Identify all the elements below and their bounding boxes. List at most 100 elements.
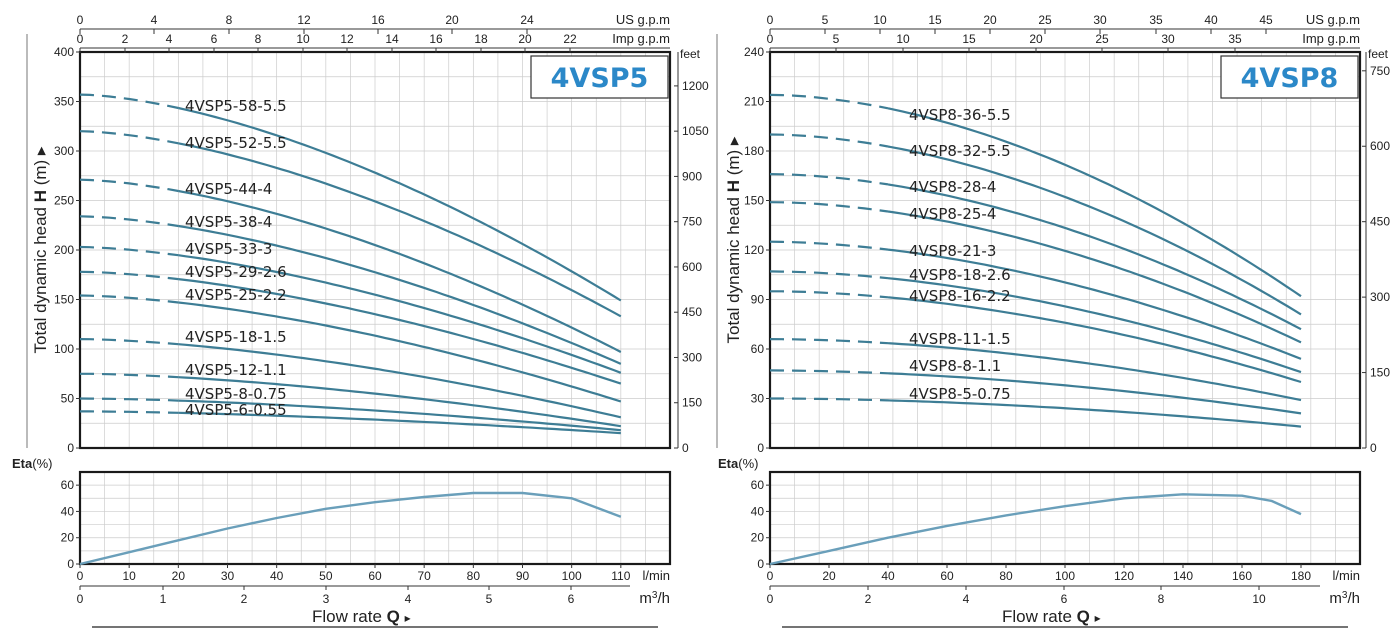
eta-tick-label: 60 [61,478,75,492]
curve-label-4VSP8-16-2.2: 4VSP8-16-2.2 [909,287,1011,305]
us-tick-label: 45 [1259,13,1273,27]
curve-4VSP5-58-5.5 [178,106,622,302]
curve-label-4VSP5-12-1.1: 4VSP5-12-1.1 [185,361,287,379]
curve-dashed-4VSP8-25-4 [769,201,889,213]
series-4VSP8-11-1.5: 4VSP8-11-1.5 [769,330,1302,402]
series-4VSP8-16-2.2: 4VSP8-16-2.2 [770,287,1302,384]
imp-tick-label: 15 [962,32,976,46]
us-tick-label: 35 [1149,13,1163,27]
y-tick-label: 120 [744,243,764,257]
us-tick-label: 12 [297,13,311,27]
feet-unit-label: feet [1368,47,1389,61]
series-4VSP5-44-4: 4VSP5-44-4 [79,178,622,353]
lmin-unit: l/min [1333,568,1360,583]
chart-title: 4VSP8 [1241,63,1339,94]
lmin-tick-label: 40 [881,569,895,583]
series-4VSP5-33-3: 4VSP5-33-3 [79,240,622,374]
y-axis-title: Total dynamic head H (m) ▸ [31,146,50,353]
series-4VSP5-58-5.5: 4VSP5-58-5.5 [79,93,622,302]
imp-tick-label: 18 [474,32,488,46]
chart-panel-4vsp8: 4VSP803060901201501802102400150300450600… [716,12,1390,628]
us-tick-label: 24 [520,13,534,27]
curve-label-4VSP5-8-0.75: 4VSP5-8-0.75 [185,385,287,403]
y-tick-label: 240 [744,45,764,59]
imp-tick-label: 35 [1228,32,1242,46]
m3h-tick-label: 2 [865,592,872,606]
y-tick-label: 60 [751,342,765,356]
curve-label-4VSP8-32-5.5: 4VSP8-32-5.5 [909,142,1011,160]
chart-title: 4VSP5 [551,63,649,94]
imp-tick-label: 0 [767,32,774,46]
curve-4VSP8-18-2.6 [887,277,1302,374]
y-tick-label: 400 [54,45,74,59]
us-tick-label: 0 [77,13,84,27]
imp-tick-label: 0 [77,32,84,46]
series-4VSP8-32-5.5: 4VSP8-32-5.5 [769,133,1302,316]
series-4VSP8-28-4: 4VSP8-28-4 [769,173,1302,331]
curve-dashed-4VSP5-38-4 [79,215,179,228]
feet-tick-label: 450 [1370,215,1390,229]
us-tick-label: 10 [873,13,887,27]
imp-tick-label: 25 [1095,32,1109,46]
feet-tick-label: 300 [1370,290,1390,304]
m3h-unit: m3/h [639,590,670,608]
chart-panel-4vsp5: 4VSP505010015020025030035040001503004506… [12,12,709,628]
curve-4VSP8-11-1.5 [887,342,1302,402]
curve-label-4VSP5-44-4: 4VSP5-44-4 [185,180,272,198]
eta-tick-label: 20 [751,531,765,545]
curve-label-4VSP8-28-4: 4VSP8-28-4 [909,178,996,196]
us-gpm-unit: US g.p.m [616,12,670,27]
feet-tick-label: 900 [682,169,702,183]
lmin-tick-label: 80 [999,569,1013,583]
curve-dashed-4VSP5-8-0.75 [79,397,179,402]
y-tick-label: 300 [54,144,74,158]
curve-label-4VSP5-18-1.5: 4VSP5-18-1.5 [185,328,287,346]
curve-label-4VSP5-58-5.5: 4VSP5-58-5.5 [185,97,287,115]
imp-tick-label: 20 [1029,32,1043,46]
us-tick-label: 0 [767,13,774,27]
curve-4VSP8-28-4 [887,183,1302,331]
x-axis-title: Flow rate Q ▸ [1002,607,1101,626]
y-tick-label: 50 [61,392,75,406]
lmin-tick-label: 100 [562,569,582,583]
curve-4VSP5-52-5.5 [178,142,622,318]
curve-label-4VSP5-25-2.2: 4VSP5-25-2.2 [185,286,287,304]
curve-label-4VSP8-36-5.5: 4VSP8-36-5.5 [909,106,1011,124]
curve-dashed-4VSP8-32-5.5 [769,133,889,148]
us-tick-label: 5 [822,13,829,27]
y-tick-label: 30 [751,392,765,406]
m3h-tick-label: 4 [405,592,412,606]
eta-curve [769,493,1302,566]
lmin-tick-label: 180 [1291,569,1311,583]
eta-tick-label: 0 [67,557,74,571]
curve-dashed-4VSP8-8-1.1 [769,369,889,375]
lmin-tick-label: 0 [767,569,774,583]
curve-dashed-4VSP8-28-4 [769,173,889,186]
m3h-tick-label: 2 [241,592,248,606]
lmin-tick-label: 20 [172,569,186,583]
curve-label-4VSP8-21-3: 4VSP8-21-3 [909,242,996,260]
imp-tick-label: 30 [1161,32,1175,46]
series-4VSP8-36-5.5: 4VSP8-36-5.5 [769,93,1302,298]
m3h-tick-label: 6 [568,592,575,606]
us-tick-label: 40 [1204,13,1218,27]
lmin-tick-label: 40 [270,569,284,583]
us-tick-label: 25 [1038,13,1052,27]
y-tick-label: 200 [54,243,74,257]
feet-tick-label: 600 [682,260,702,274]
curve-4VSP5-33-3 [178,254,622,374]
y-tick-label: 0 [67,441,74,455]
curve-dashed-4VSP5-18-1.5 [79,338,179,346]
imp-tick-label: 5 [833,32,840,46]
curve-label-4VSP8-25-4: 4VSP8-25-4 [909,205,996,223]
m3h-tick-label: 0 [767,592,774,606]
curve-dashed-4VSP5-12-1.1 [80,372,179,379]
series-4VSP5-38-4: 4VSP5-38-4 [79,213,622,365]
y-tick-label: 90 [751,293,765,307]
curve-dashed-4VSP8-5-0.75 [770,397,889,402]
curve-4VSP5-29-2.6 [178,278,622,385]
series-4VSP8-25-4: 4VSP8-25-4 [769,201,1302,344]
imp-tick-label: 16 [429,32,443,46]
curve-dashed-4VSP5-52-5.5 [79,130,179,145]
curve-dashed-4VSP8-16-2.2 [770,290,889,299]
